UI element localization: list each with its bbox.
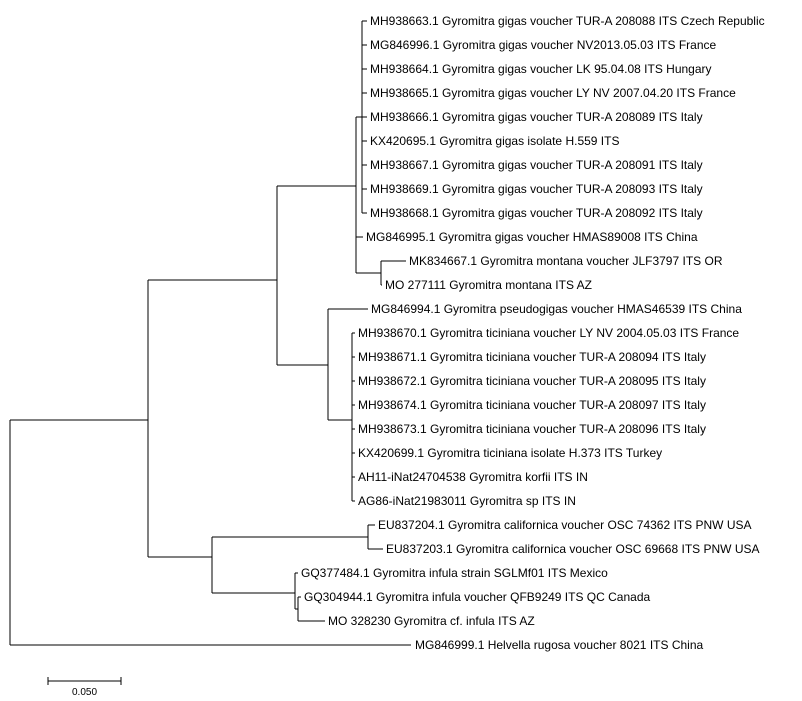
leaf-label: MH938669.1 Gyromitra gigas voucher TUR-A… (370, 182, 703, 196)
leaf-label: MH938668.1 Gyromitra gigas voucher TUR-A… (370, 206, 703, 220)
scale-bar-label: 0.050 (72, 687, 97, 698)
leaf-label: MH938665.1 Gyromitra gigas voucher LY NV… (370, 86, 736, 100)
leaf-labels: MH938663.1 Gyromitra gigas voucher TUR-A… (301, 14, 765, 652)
leaf-label: AG86-iNat21983011 Gyromitra sp ITS IN (358, 494, 576, 508)
leaf-label: KX420699.1 Gyromitra ticiniana isolate H… (358, 446, 662, 460)
leaf-label: KX420695.1 Gyromitra gigas isolate H.559… (370, 134, 619, 148)
leaf-label: GQ304944.1 Gyromitra infula voucher QFB9… (304, 590, 650, 604)
leaf-label: MH938666.1 Gyromitra gigas voucher TUR-A… (370, 110, 703, 124)
leaf-label: MG846999.1 Helvella rugosa voucher 8021 … (415, 638, 703, 652)
leaf-label: MH938664.1 Gyromitra gigas voucher LK 95… (370, 62, 712, 76)
leaf-label: MH938672.1 Gyromitra ticiniana voucher T… (358, 374, 706, 388)
tree-branches (9, 20, 411, 646)
leaf-label: MH938673.1 Gyromitra ticiniana voucher T… (358, 422, 706, 436)
leaf-label: AH11-iNat24704538 Gyromitra korfii ITS I… (358, 470, 588, 484)
leaf-label: MH938674.1 Gyromitra ticiniana voucher T… (358, 398, 706, 412)
leaf-label: EU837203.1 Gyromitra californica voucher… (386, 542, 760, 556)
leaf-label: MH938663.1 Gyromitra gigas voucher TUR-A… (370, 14, 765, 28)
leaf-label: GQ377484.1 Gyromitra infula strain SGLMf… (301, 566, 608, 580)
leaf-label: MG846995.1 Gyromitra gigas voucher HMAS8… (366, 230, 698, 244)
leaf-label: MH938670.1 Gyromitra ticiniana voucher L… (358, 326, 739, 340)
leaf-label: MG846994.1 Gyromitra pseudogigas voucher… (371, 302, 742, 316)
leaf-label: MG846996.1 Gyromitra gigas voucher NV201… (370, 38, 717, 52)
scale-bar: 0.050 (47, 677, 122, 698)
leaf-label: MH938667.1 Gyromitra gigas voucher TUR-A… (370, 158, 703, 172)
leaf-label: MO 277111 Gyromitra montana ITS AZ (385, 278, 592, 292)
leaf-label: MK834667.1 Gyromitra montana voucher JLF… (409, 254, 723, 268)
leaf-label: MO 328230 Gyromitra cf. infula ITS AZ (328, 614, 535, 628)
leaf-label: MH938671.1 Gyromitra ticiniana voucher T… (358, 350, 706, 364)
leaf-label: EU837204.1 Gyromitra californica voucher… (378, 518, 752, 532)
